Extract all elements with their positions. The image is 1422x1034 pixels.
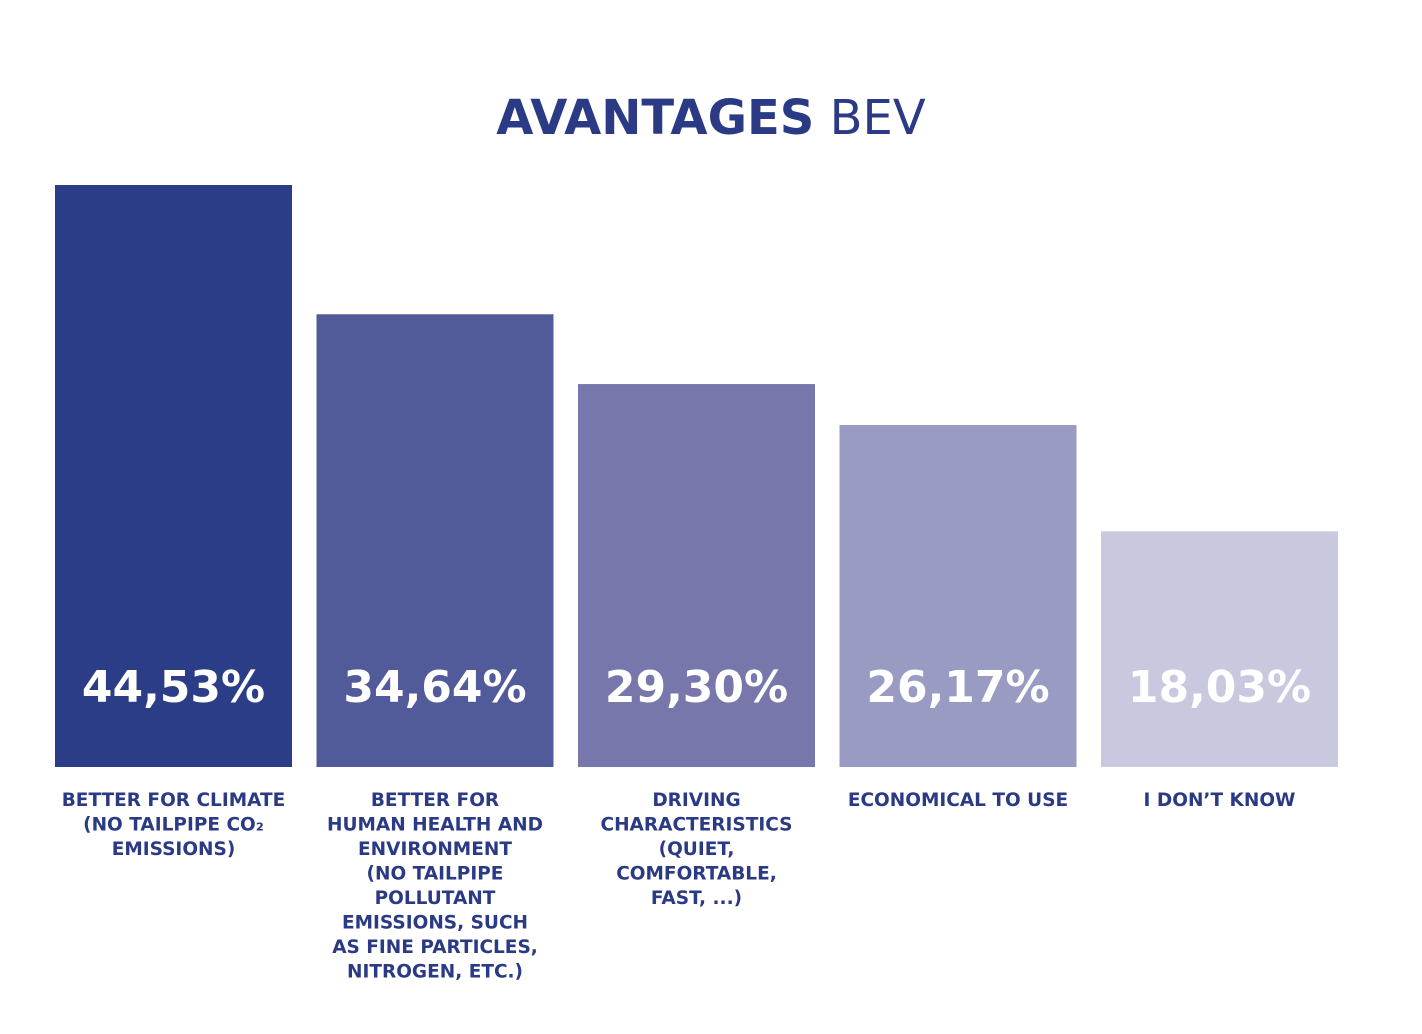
category-label-4-line-1: ECONOMICAL TO USE xyxy=(848,790,1068,811)
bar-value-label-3: 29,30% xyxy=(605,662,788,713)
category-label-2-line-2: HUMAN HEALTH AND xyxy=(327,815,543,836)
bar-2 xyxy=(316,314,554,767)
category-labels-group: BETTER FOR CLIMATE (NO TAILPIPE CO₂ EMISSI… xyxy=(62,790,1296,983)
bars-group xyxy=(55,185,1338,767)
chart-title-light: BEV xyxy=(830,90,926,146)
bar-3 xyxy=(578,384,815,767)
bar-1 xyxy=(55,185,292,767)
bar-5 xyxy=(1101,531,1338,767)
category-label-2-line-5: POLLUTANT xyxy=(375,888,496,909)
category-label-2-line-7: AS FINE PARTICLES, xyxy=(332,937,538,958)
category-label-3-line-2: CHARACTERISTICS xyxy=(601,815,793,836)
category-label-2-line-4: (NO TAILPIPE xyxy=(367,864,504,885)
chart-title-bold: AVANTAGES xyxy=(496,90,814,146)
bar-value-label-4: 26,17% xyxy=(866,662,1049,713)
category-label-2-line-6: EMISSIONS, SUCH xyxy=(342,913,528,934)
bar-value-label-5: 18,03% xyxy=(1128,662,1311,713)
category-label-1-line-1: BETTER FOR CLIMATE xyxy=(62,790,286,811)
value-labels-group: 44,53% 34,64% 29,30% 26,17% 18,03% xyxy=(82,662,1311,713)
category-label-1-line-3: EMISSIONS) xyxy=(112,839,236,860)
category-label-3-line-3: (QUIET, xyxy=(659,839,735,860)
category-label-1-line-2: (NO TAILPIPE CO₂ xyxy=(83,815,264,836)
bar-value-label-2: 34,64% xyxy=(343,662,526,713)
category-label-2-line-3: ENVIRONMENT xyxy=(358,839,512,860)
category-label-3-line-4: COMFORTABLE, xyxy=(616,864,777,885)
category-label-3-line-5: FAST, ...) xyxy=(651,888,742,909)
bar-4 xyxy=(839,424,1077,767)
category-label-5-line-1: I DON’T KNOW xyxy=(1144,790,1296,811)
category-label-3-line-1: DRIVING xyxy=(652,790,740,811)
chart-title: AVANTAGES BEV xyxy=(496,90,926,146)
bar-value-label-1: 44,53% xyxy=(82,662,265,713)
category-label-2-line-1: BETTER FOR xyxy=(371,790,499,811)
category-label-2-line-8: NITROGEN, ETC.) xyxy=(347,962,523,983)
